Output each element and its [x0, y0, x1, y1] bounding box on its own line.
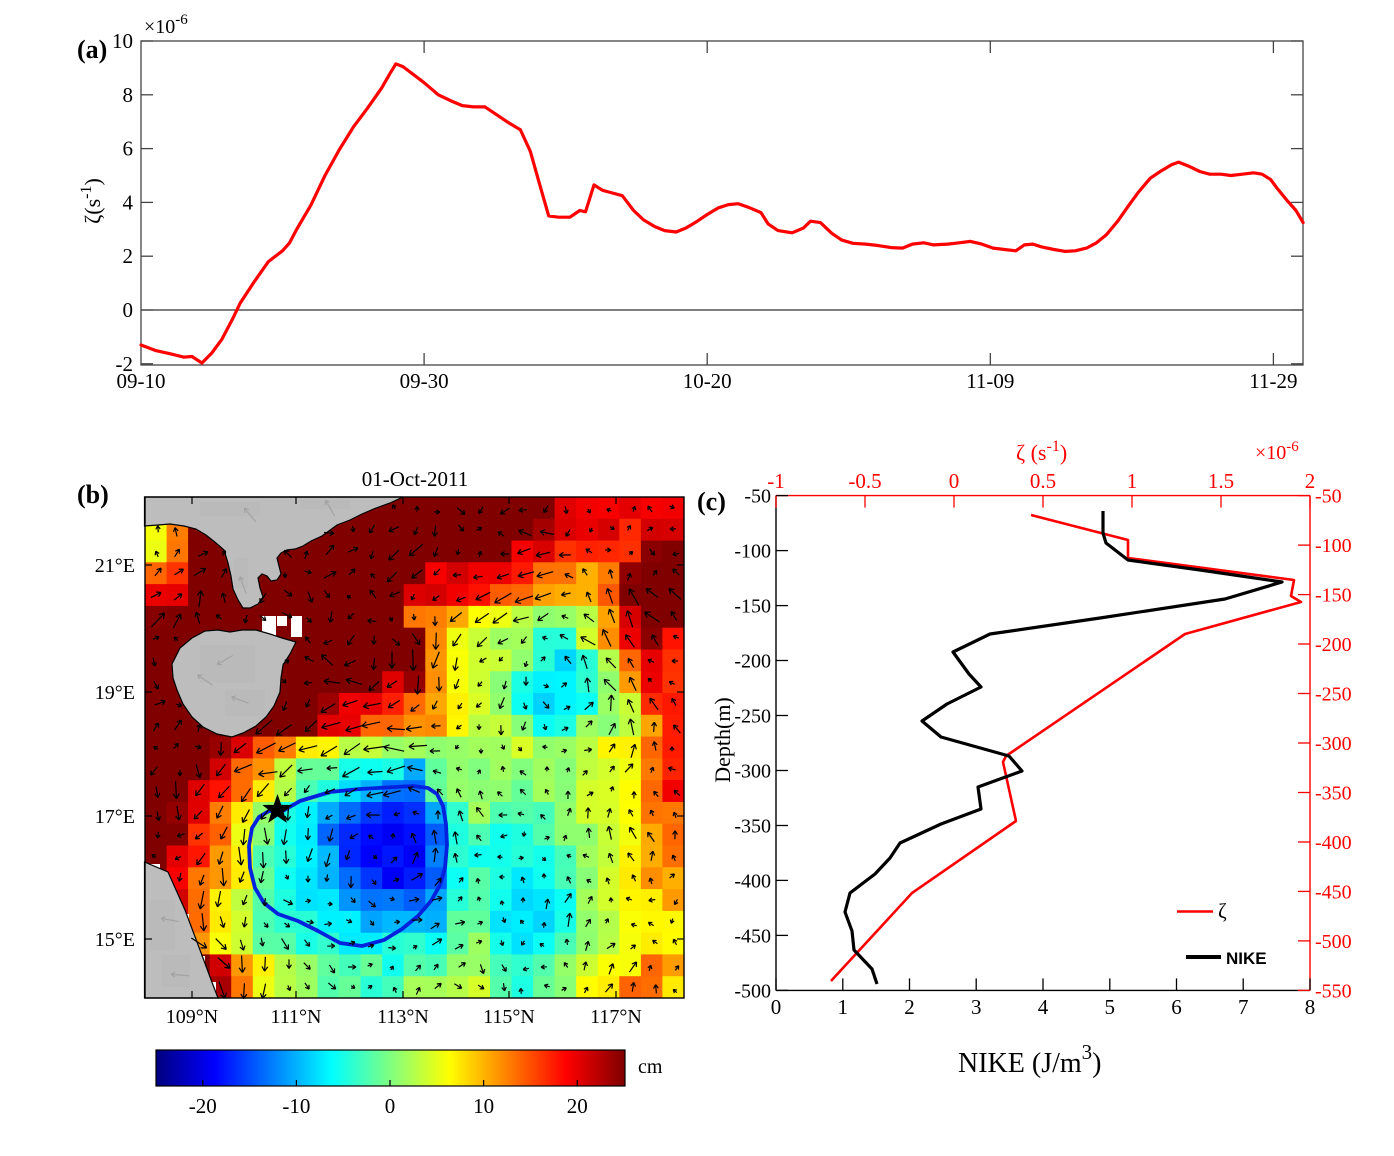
svg-text:NIKE: NIKE	[1226, 949, 1267, 968]
svg-text:10: 10	[473, 1094, 494, 1118]
svg-text:4: 4	[123, 190, 134, 214]
svg-text:-100: -100	[734, 541, 771, 563]
svg-text:-100: -100	[1315, 535, 1352, 557]
svg-text:0: 0	[949, 469, 960, 493]
svg-text:-20: -20	[189, 1094, 217, 1118]
svg-text:-350: -350	[1315, 783, 1352, 805]
svg-text:09-10: 09-10	[117, 369, 166, 393]
svg-text:15°E: 15°E	[95, 929, 135, 951]
svg-text:ζ(s-1): ζ(s-1)	[78, 178, 105, 224]
svg-text:0.5: 0.5	[1030, 469, 1056, 493]
svg-text:Depth(m): Depth(m)	[710, 697, 735, 783]
svg-text:-450: -450	[1315, 881, 1352, 903]
svg-text:5: 5	[1105, 995, 1116, 1019]
svg-text:-50: -50	[1315, 486, 1342, 508]
svg-text:11-29: 11-29	[1249, 369, 1297, 393]
svg-text:-2: -2	[116, 352, 134, 376]
svg-text:-250: -250	[734, 706, 771, 728]
svg-text:109°N: 109°N	[166, 1006, 218, 1028]
svg-text:3: 3	[971, 995, 982, 1019]
svg-text:1: 1	[838, 995, 849, 1019]
svg-text:1.5: 1.5	[1208, 469, 1234, 493]
svg-text:-350: -350	[734, 816, 771, 838]
svg-text:117°N: 117°N	[590, 1006, 642, 1028]
svg-text:-1: -1	[767, 469, 785, 493]
svg-text:11-09: 11-09	[966, 369, 1014, 393]
svg-text:17°E: 17°E	[95, 806, 135, 828]
svg-text:6: 6	[123, 137, 134, 161]
svg-text:19°E: 19°E	[95, 682, 135, 704]
svg-text:-500: -500	[734, 980, 771, 1002]
svg-text:ζ: ζ	[1218, 899, 1227, 923]
svg-text:-500: -500	[1315, 931, 1352, 953]
svg-text:-550: -550	[1315, 980, 1352, 1002]
svg-text:-450: -450	[734, 925, 771, 947]
svg-text:21°E: 21°E	[95, 555, 135, 577]
svg-text:-400: -400	[1315, 832, 1352, 854]
svg-text:-150: -150	[1315, 585, 1352, 607]
svg-text:-150: -150	[734, 596, 771, 618]
svg-text:113°N: 113°N	[377, 1006, 429, 1028]
svg-text:2: 2	[904, 995, 915, 1019]
svg-text:01-Oct-2011: 01-Oct-2011	[362, 467, 469, 491]
svg-text:ζ (s-1): ζ (s-1)	[1016, 438, 1067, 465]
svg-text:0: 0	[385, 1094, 396, 1118]
svg-text:8: 8	[123, 83, 134, 107]
svg-text:-300: -300	[1315, 733, 1352, 755]
svg-text:115°N: 115°N	[483, 1006, 535, 1028]
svg-text:1: 1	[1127, 469, 1138, 493]
svg-text:09-30: 09-30	[400, 369, 449, 393]
svg-text:-300: -300	[734, 761, 771, 783]
svg-text:0: 0	[123, 298, 134, 322]
svg-text:(a): (a)	[77, 35, 107, 64]
svg-text:2: 2	[123, 244, 134, 268]
svg-text:cm: cm	[638, 1056, 663, 1078]
svg-text:-200: -200	[734, 651, 771, 673]
svg-text:(b): (b)	[77, 480, 109, 509]
svg-text:-250: -250	[1315, 684, 1352, 706]
svg-text:8: 8	[1305, 995, 1316, 1019]
svg-text:-10: -10	[282, 1094, 310, 1118]
svg-text:111°N: 111°N	[271, 1006, 322, 1028]
svg-text:7: 7	[1238, 995, 1249, 1019]
svg-text:-400: -400	[734, 870, 771, 892]
svg-text:×10-6: ×10-6	[144, 12, 188, 38]
svg-text:10-20: 10-20	[683, 369, 732, 393]
svg-text:2: 2	[1305, 469, 1316, 493]
svg-text:-50: -50	[744, 486, 771, 508]
svg-text:6: 6	[1171, 995, 1182, 1019]
svg-text:-0.5: -0.5	[848, 469, 881, 493]
svg-text:0: 0	[771, 995, 782, 1019]
svg-text:-200: -200	[1315, 634, 1352, 656]
svg-text:10: 10	[112, 29, 133, 53]
svg-text:(c): (c)	[697, 487, 726, 516]
svg-text:20: 20	[567, 1094, 588, 1118]
svg-text:4: 4	[1038, 995, 1049, 1019]
